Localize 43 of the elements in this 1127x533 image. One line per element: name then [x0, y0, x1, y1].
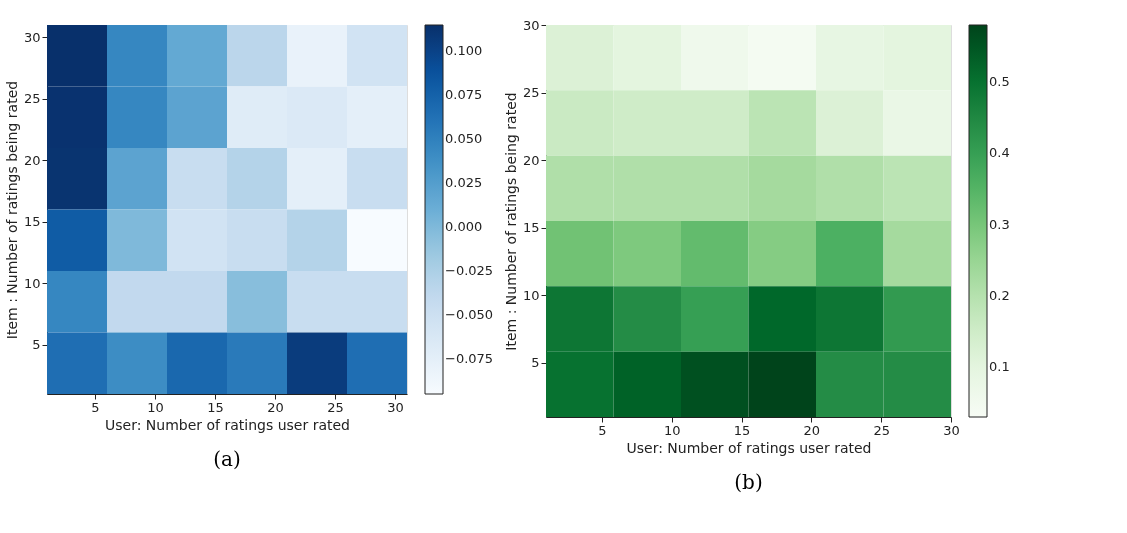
y-tick-label: 20 [522, 152, 540, 168]
y-tick-label: 15 [522, 220, 540, 236]
y-tick-label: 30 [522, 17, 540, 33]
y-tick-label: 15 [23, 214, 41, 230]
text: (a) [213, 447, 241, 471]
color-bar-label: 0.075 [445, 87, 483, 103]
x-tick-label: 30 [943, 422, 960, 438]
y-tick-label: 10 [23, 275, 41, 291]
y-tick-label: 30 [23, 29, 41, 45]
color-bar-label: 0.000 [445, 219, 483, 235]
y-tick-label: 25 [23, 91, 41, 107]
x-tick-label: 15 [733, 422, 751, 438]
color-bar-label: 0.5 [989, 74, 1010, 90]
color-bar-label: 0.100 [445, 43, 483, 59]
color-bar-label: 0.025 [445, 175, 483, 191]
x-axis-title: User: Number of ratings user rated [105, 416, 350, 433]
text: (b) [734, 470, 763, 494]
color-bar-label: 0.050 [445, 131, 483, 147]
y-tick-label: 5 [531, 355, 540, 371]
x-tick-label: 10 [147, 399, 164, 415]
color-bar-label: 0.3 [989, 216, 1010, 232]
y-axis-title: Item : Number of ratings being rated [502, 92, 519, 351]
y-tick-label: 10 [522, 287, 540, 303]
x-tick-label: 30 [387, 399, 404, 415]
x-tick-label: 20 [803, 422, 821, 438]
x-tick-label: 15 [207, 399, 224, 415]
x-tick-label: 10 [663, 422, 681, 438]
y-tick-label: 5 [32, 337, 41, 353]
color-bar-label: 0.2 [989, 287, 1010, 303]
x-tick-label: 20 [267, 399, 284, 415]
color-bar-label: −0.025 [445, 263, 494, 278]
y-axis-title: Item : Number of ratings being rated [3, 80, 20, 340]
x-tick-label: 25 [873, 422, 890, 438]
x-tick-label: 25 [327, 399, 344, 415]
x-tick-label: 5 [91, 399, 100, 415]
x-tick-label: 5 [598, 422, 607, 438]
color-bar-label: 0.4 [989, 145, 1010, 161]
y-tick-label: 25 [522, 85, 540, 101]
color-bar-label: −0.050 [445, 306, 494, 322]
color-bar-label: −0.075 [445, 350, 494, 366]
x-axis-title: User: Number of ratings user rated [626, 439, 872, 456]
color-bar-label: 0.1 [989, 359, 1010, 375]
y-tick-label: 20 [23, 152, 41, 168]
